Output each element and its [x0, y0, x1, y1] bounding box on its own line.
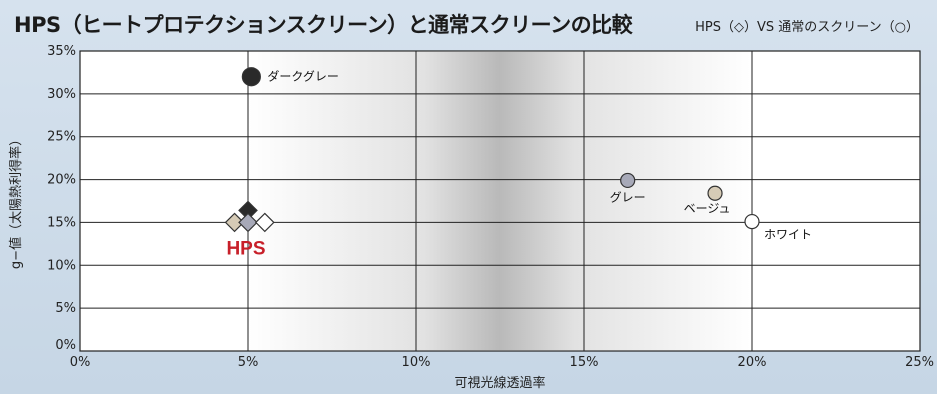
- point-label: グレー: [610, 190, 646, 204]
- x-tick-label: 20%: [738, 355, 767, 370]
- x-axis-label: 可視光線透過率: [454, 375, 545, 391]
- hps-data-point: [224, 212, 245, 233]
- y-tick-label: 15%: [47, 215, 76, 230]
- y-tick-label: 25%: [47, 130, 76, 145]
- hps-data-point: [254, 212, 275, 233]
- x-tick-label: 25%: [905, 355, 934, 370]
- y-tick-labels: 0% 5% 10% 15% 20% 25% 30% 35%: [47, 44, 76, 353]
- x-tick-label: 10%: [402, 355, 431, 370]
- x-tick-labels: 0% 5% 10% 15% 20% 25%: [70, 355, 934, 370]
- y-tick-label: 10%: [47, 258, 76, 273]
- x-tick-label: 0%: [70, 355, 91, 370]
- legend-note: HPS（◇）VS 通常のスクリーン（○）: [695, 20, 919, 35]
- y-tick-label: 0%: [55, 338, 76, 353]
- hps-group-label: HPS: [226, 238, 265, 259]
- chart-title: HPS（ヒートプロテクションスクリーン）と通常スクリーンの比較: [14, 13, 633, 37]
- x-tick-label: 5%: [238, 355, 259, 370]
- point-label: ベージュ: [684, 201, 731, 215]
- plot-shading: [248, 52, 751, 350]
- hps-data-point: [238, 212, 258, 233]
- data-point: [744, 213, 760, 230]
- y-tick-label: 20%: [47, 173, 76, 188]
- y-tick-label: 5%: [55, 301, 76, 316]
- data-point: [241, 67, 261, 87]
- data-point: [620, 172, 636, 189]
- x-tick-label: 15%: [570, 355, 599, 370]
- y-tick-label: 30%: [47, 87, 76, 102]
- y-tick-label: 35%: [47, 44, 76, 59]
- point-label: ダークグレー: [267, 69, 339, 84]
- y-axis-label: g−値（太陽熱利得率）: [8, 133, 24, 269]
- point-label: ホワイト: [764, 228, 812, 242]
- data-point: [707, 185, 723, 201]
